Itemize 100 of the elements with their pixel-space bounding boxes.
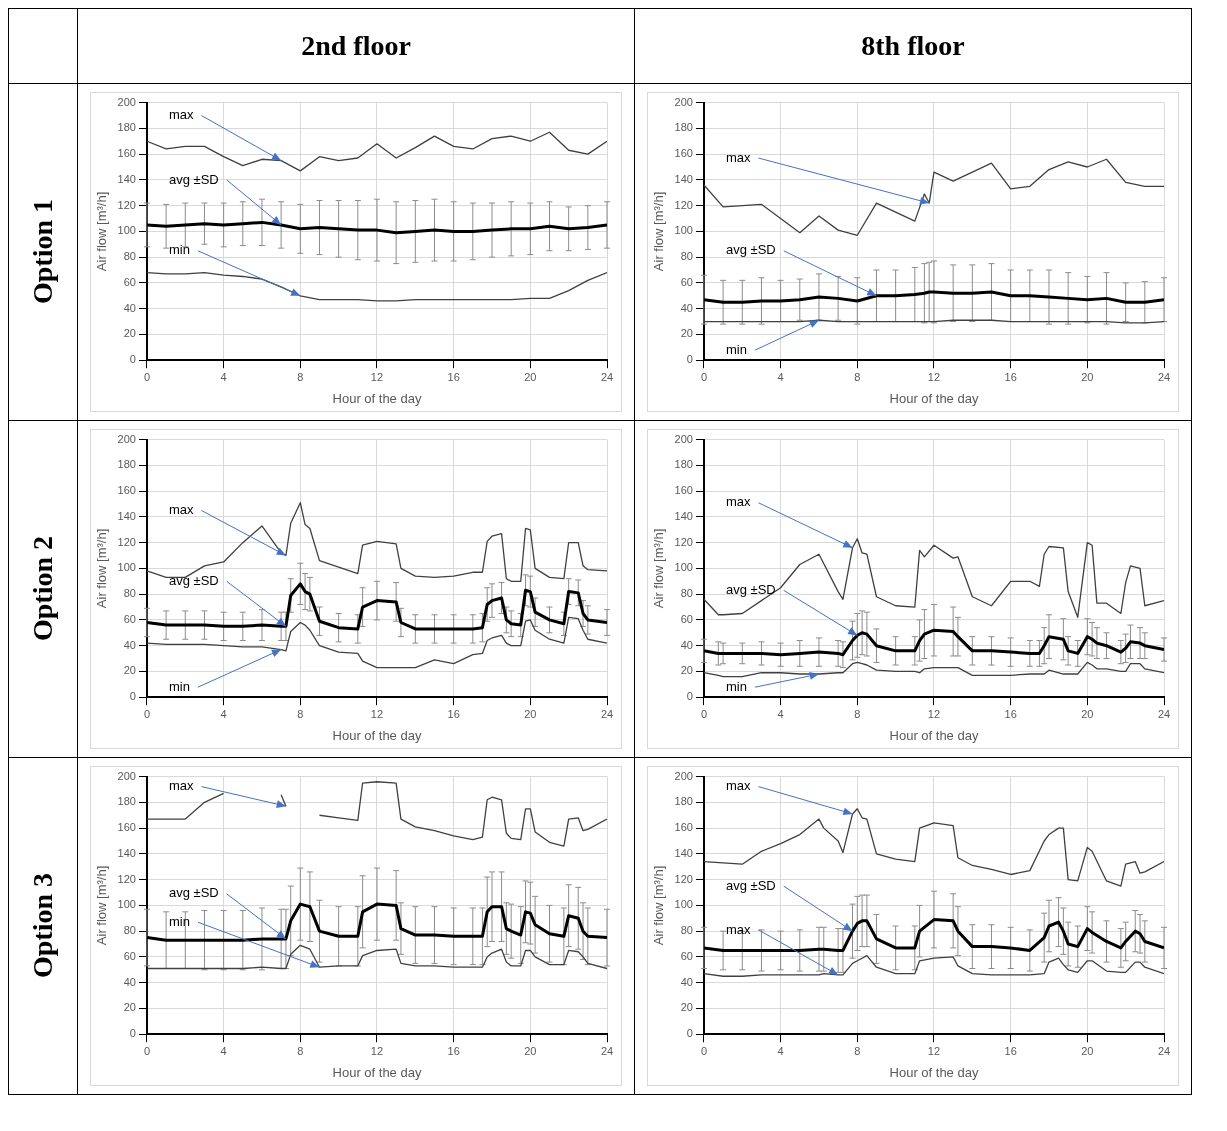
y-tick-label: 0 [129, 1027, 136, 1040]
x-tick-label: 24 [1157, 1044, 1171, 1057]
y-tick-label: 0 [686, 353, 693, 366]
x-tick-label: 8 [854, 1044, 861, 1057]
y-tick-label: 100 [117, 224, 136, 237]
y-tick-label: 80 [123, 587, 136, 600]
y-tick-label: 160 [674, 484, 693, 497]
y-tick-label: 140 [674, 846, 693, 859]
y-tick-label: 140 [674, 172, 693, 185]
x-tick-label: 0 [700, 1044, 708, 1057]
x-tick-label: 20 [524, 370, 537, 383]
y-tick-label: 120 [117, 535, 136, 548]
y-tick-label: 140 [117, 846, 136, 859]
y-tick-label: 0 [686, 1027, 693, 1040]
x-tick-label: 0 [143, 707, 151, 720]
y-tick-label: 100 [674, 224, 693, 237]
y-tick-label: 40 [680, 301, 693, 314]
y-tick-label: 140 [117, 509, 136, 522]
y-tick-label: 60 [123, 275, 136, 288]
y-tick-label: 40 [123, 638, 136, 651]
y-tick-label: 200 [117, 769, 136, 782]
y-tick-label: 80 [123, 250, 136, 263]
x-tick-label: 24 [1157, 370, 1171, 383]
x-tick-label: 16 [447, 370, 460, 383]
y-axis-title: Air flow [m³/h] [651, 191, 667, 272]
x-tick-label: 12 [927, 1044, 941, 1057]
annotation: avg ±SD [168, 885, 219, 901]
y-tick-label: 60 [680, 612, 693, 625]
x-tick-label: 8 [297, 707, 304, 720]
annotation: avg ±SD [168, 572, 219, 588]
y-axis-title: Air flow [m³/h] [651, 865, 667, 946]
y-tick-label: 200 [674, 769, 693, 782]
y-tick-label: 180 [674, 121, 693, 134]
y-tick-label: 60 [680, 949, 693, 962]
x-tick-label: 12 [927, 370, 941, 383]
x-axis-title: Hour of the day [332, 727, 422, 743]
annotation: min [168, 678, 190, 694]
y-tick-label: 80 [680, 587, 693, 600]
text: Option 2 [27, 536, 59, 642]
y-tick-label: 80 [680, 924, 693, 937]
x-tick-label: 8 [297, 370, 304, 383]
y-tick-label: 200 [674, 432, 693, 445]
annotation: max [168, 502, 195, 518]
x-tick-label: 4 [777, 370, 784, 383]
x-tick-label: 16 [447, 1044, 460, 1057]
y-tick-label: 20 [123, 327, 136, 340]
x-tick-label: 12 [370, 370, 384, 383]
y-tick-label: 120 [117, 872, 136, 885]
y-tick-label: 160 [117, 147, 136, 160]
annotation: avg ±SD [725, 242, 776, 258]
x-tick-label: 24 [600, 1044, 614, 1057]
y-tick-label: 120 [674, 535, 693, 548]
x-tick-label: 4 [777, 1044, 784, 1057]
y-tick-label: 100 [117, 561, 136, 574]
y-tick-label: 180 [674, 795, 693, 808]
x-tick-label: 8 [297, 1044, 304, 1057]
x-tick-label: 0 [143, 1044, 151, 1057]
y-tick-label: 200 [117, 432, 136, 445]
x-tick-label: 20 [1081, 707, 1094, 720]
annotation: max [725, 921, 752, 937]
x-tick-label: 12 [370, 707, 384, 720]
x-tick-label: 16 [1004, 370, 1017, 383]
y-tick-label: 20 [680, 1001, 693, 1014]
y-tick-label: 120 [674, 872, 693, 885]
y-tick-label: 80 [680, 250, 693, 263]
x-tick-label: 0 [143, 370, 151, 383]
x-tick-label: 24 [1157, 707, 1171, 720]
y-tick-label: 60 [680, 275, 693, 288]
x-tick-label: 16 [447, 707, 460, 720]
annotation: max [725, 778, 752, 794]
y-tick-label: 140 [674, 509, 693, 522]
x-tick-label: 4 [220, 370, 227, 383]
x-axis-title: Hour of the day [889, 1064, 979, 1080]
x-axis-title: Hour of the day [889, 727, 979, 743]
x-tick-label: 20 [1081, 1044, 1094, 1057]
y-tick-label: 0 [686, 690, 693, 703]
y-tick-label: 100 [117, 898, 136, 911]
y-tick-label: 100 [674, 561, 693, 574]
y-tick-label: 60 [123, 612, 136, 625]
x-tick-label: 8 [854, 370, 861, 383]
y-tick-label: 100 [674, 898, 693, 911]
annotation: avg ±SD [168, 171, 219, 187]
y-tick-label: 40 [680, 975, 693, 988]
annotation: max [168, 778, 195, 794]
y-tick-label: 0 [129, 353, 136, 366]
x-tick-label: 16 [1004, 1044, 1017, 1057]
x-tick-label: 12 [370, 1044, 384, 1057]
text: Option 1 [27, 199, 59, 305]
y-tick-label: 160 [117, 821, 136, 834]
x-tick-label: 4 [220, 1044, 227, 1057]
annotation: min [725, 341, 747, 357]
x-axis-title: Hour of the day [332, 1064, 422, 1080]
y-tick-label: 180 [117, 795, 136, 808]
x-tick-label: 8 [854, 707, 861, 720]
y-tick-label: 20 [123, 1001, 136, 1014]
y-axis-title: Air flow [m³/h] [94, 528, 110, 609]
y-tick-label: 20 [123, 664, 136, 677]
x-tick-label: 20 [1081, 370, 1094, 383]
annotation: min [168, 913, 190, 929]
y-axis-title: Air flow [m³/h] [94, 865, 110, 946]
